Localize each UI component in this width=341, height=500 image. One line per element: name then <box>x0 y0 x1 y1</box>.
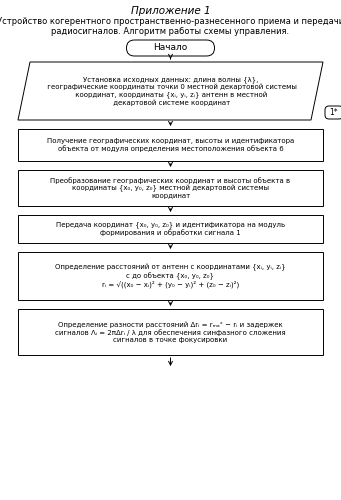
Bar <box>18 170 323 206</box>
Polygon shape <box>18 62 323 120</box>
FancyBboxPatch shape <box>127 40 214 56</box>
Text: Преобразование географических координат и высоты объекта в
координаты {x₀, y₀, z: Преобразование географических координат … <box>50 177 291 199</box>
Text: Приложение 1: Приложение 1 <box>131 6 210 16</box>
Text: 1*: 1* <box>330 108 338 117</box>
Text: Передача координат {x₀, y₀, z₀} и идентификатора на модуль
формирования и обрабо: Передача координат {x₀, y₀, z₀} и иденти… <box>56 222 285 236</box>
Text: Установка исходных данных: длина волны {λ},
 географические координаты точки 0 м: Установка исходных данных: длина волны {… <box>45 76 296 106</box>
Text: Устройство когерентного пространственно-разнесенного приема и передачи: Устройство когерентного пространственно-… <box>0 17 341 26</box>
Bar <box>18 309 323 355</box>
Bar <box>18 215 323 243</box>
Text: Определение разности расстояний Δrᵢ = rₘₐˣ − rᵢ и задержек
сигналов Λᵢ = 2πΔrᵢ /: Определение разности расстояний Δrᵢ = rₘ… <box>55 322 286 342</box>
Bar <box>18 129 323 161</box>
Text: Получение географических координат, высоты и идентификатора
объекта от модуля оп: Получение географических координат, высо… <box>47 138 294 152</box>
FancyBboxPatch shape <box>325 106 341 119</box>
Text: Начало: Начало <box>153 44 188 52</box>
Text: радиосигналов. Алгоритм работы схемы управления.: радиосигналов. Алгоритм работы схемы упр… <box>51 27 290 36</box>
Text: Определение расстояний от антенн с координатами {xᵢ, yᵢ, zᵢ}
с до объекта {x₀, y: Определение расстояний от антенн с коорд… <box>55 264 286 288</box>
Bar <box>18 252 323 300</box>
